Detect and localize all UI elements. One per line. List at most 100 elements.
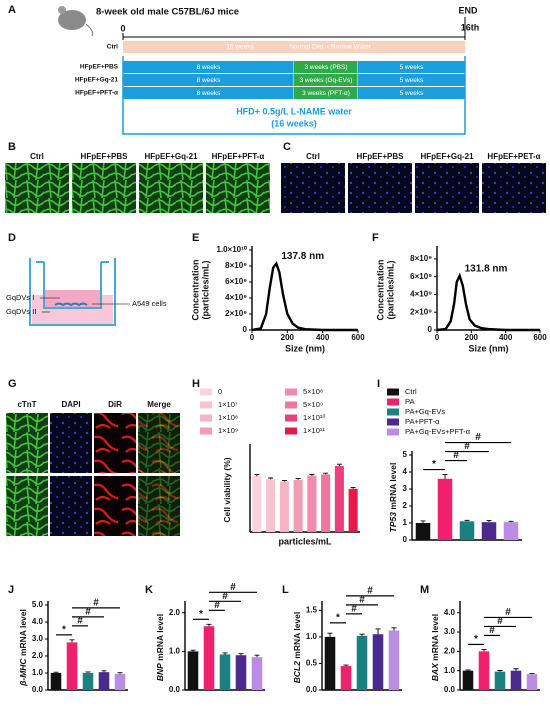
bar bbox=[266, 479, 276, 532]
legend-swatch bbox=[387, 428, 399, 436]
legend-label: 1×10¹¹ bbox=[303, 426, 325, 435]
bar bbox=[66, 642, 78, 690]
y-axis-text: mRNA level bbox=[155, 614, 165, 661]
y-tick-label: 0 bbox=[403, 535, 408, 544]
segment-label: 8 weeks bbox=[197, 90, 222, 97]
column-label: HFpEF+PET-α bbox=[487, 152, 540, 161]
y-axis-text: mRNA level bbox=[388, 463, 398, 510]
gene-name: BNP bbox=[155, 663, 165, 681]
y-tick-label: 0 bbox=[428, 325, 433, 334]
y-tick-label: 0.0 bbox=[306, 685, 318, 694]
y-tick-label: 0.5 bbox=[306, 659, 318, 668]
panel-label: C bbox=[283, 141, 291, 153]
column-label: HFpEF+Gq-21 bbox=[420, 152, 474, 161]
bar bbox=[494, 671, 506, 690]
significance-mark: # bbox=[497, 616, 503, 627]
bar bbox=[459, 521, 475, 540]
panel-label: M bbox=[420, 584, 429, 596]
significance-mark: # bbox=[85, 606, 91, 617]
error-bar bbox=[529, 673, 535, 675]
segment bbox=[294, 74, 358, 86]
error-bar bbox=[254, 654, 260, 658]
bar bbox=[98, 672, 110, 690]
micrograph-overlay bbox=[138, 476, 180, 536]
y-tick-label: 1.0 bbox=[444, 666, 456, 675]
y-tick-label: 6×10⁹ bbox=[225, 277, 247, 286]
error-bar bbox=[85, 671, 91, 673]
micrograph bbox=[415, 163, 479, 213]
y-axis-label: Cell viability (%) bbox=[222, 457, 232, 522]
mouse-ear bbox=[58, 6, 66, 14]
legend-label: 5×10⁸ bbox=[303, 387, 323, 396]
legend-swatch bbox=[200, 414, 212, 422]
micrograph-overlay bbox=[138, 413, 180, 473]
segment bbox=[123, 74, 294, 86]
x-tick-label: 0 bbox=[435, 333, 440, 342]
row-label: Ctrl bbox=[107, 44, 118, 51]
y-tick-label: 6×10⁹ bbox=[410, 272, 432, 281]
error-bar bbox=[309, 473, 315, 476]
y-tick-label: 4×10⁹ bbox=[410, 290, 432, 299]
bar bbox=[340, 666, 352, 690]
micrograph bbox=[139, 163, 203, 213]
bar bbox=[82, 673, 94, 690]
significance-mark: # bbox=[351, 603, 357, 614]
bar bbox=[437, 478, 453, 540]
well bbox=[29, 258, 116, 326]
legend-label: PA+Gq-EVs bbox=[405, 407, 445, 416]
y-tick-label: 2.0 bbox=[169, 608, 181, 617]
panel-label: J bbox=[8, 584, 14, 596]
y-tick-label: 1 bbox=[403, 518, 408, 527]
segment-label: 3 weeks (PBS) bbox=[305, 64, 348, 71]
gene-name: β-MHC bbox=[18, 658, 28, 687]
y-tick-label: 3.0 bbox=[444, 627, 456, 636]
error-bar bbox=[190, 649, 196, 652]
y-tick-label: 3.0 bbox=[32, 634, 44, 643]
segment-label: 3 weeks (PFT-α) bbox=[302, 90, 350, 97]
significance-mark: # bbox=[475, 432, 481, 443]
legend-swatch bbox=[200, 401, 212, 409]
bar bbox=[348, 488, 358, 532]
cells bbox=[54, 302, 88, 307]
y-tick-label: 0.0 bbox=[444, 685, 456, 694]
bar bbox=[321, 474, 331, 532]
y-tick-label: 0.0 bbox=[32, 685, 44, 694]
significance-mark: # bbox=[505, 607, 511, 618]
y-axis-label: BNP mRNA level bbox=[155, 614, 165, 681]
y-axis-text: mRNA level bbox=[430, 614, 440, 661]
y-tick-label: 8×10⁹ bbox=[225, 261, 247, 270]
x-tick-label: 400 bbox=[499, 333, 513, 342]
line-series bbox=[251, 261, 358, 332]
legend-swatch bbox=[285, 427, 297, 435]
y-tick-label: 3 bbox=[403, 484, 408, 493]
insert bbox=[36, 261, 109, 309]
y-axis-label: TP53 mRNA level bbox=[388, 463, 398, 533]
mouse-icon bbox=[58, 10, 86, 30]
error-bar bbox=[222, 652, 228, 655]
error-bar bbox=[350, 487, 356, 489]
legend-label: PA bbox=[405, 397, 414, 406]
legend-label: 1×10⁸ bbox=[218, 413, 238, 422]
significance-mark: * bbox=[432, 459, 436, 470]
micrograph bbox=[5, 163, 69, 213]
legend-swatch bbox=[285, 401, 297, 409]
diet-bracket bbox=[122, 56, 466, 135]
micrograph bbox=[94, 476, 136, 536]
significance-mark: * bbox=[474, 634, 478, 645]
error-bar bbox=[117, 672, 123, 674]
y-axis-label: BCL2 mRNA level bbox=[292, 612, 302, 684]
group-rows: HFpEF+PBS 8 weeks 3 weeks (PBS) 5 weeks HFpE… bbox=[75, 61, 465, 99]
legend-label: Ctrl bbox=[405, 387, 417, 396]
error-bar bbox=[101, 670, 107, 673]
bar bbox=[252, 476, 262, 532]
column-label: HFpEF+PFT-α bbox=[212, 152, 265, 161]
bar bbox=[114, 673, 126, 690]
error-bar bbox=[238, 653, 244, 656]
bar bbox=[235, 655, 247, 690]
y-tick-label: 5 bbox=[403, 450, 408, 459]
bar bbox=[293, 479, 303, 532]
panel-label: H bbox=[192, 378, 200, 390]
gene-name: TP53 bbox=[388, 512, 398, 533]
x-tick-label: 200 bbox=[281, 333, 295, 342]
